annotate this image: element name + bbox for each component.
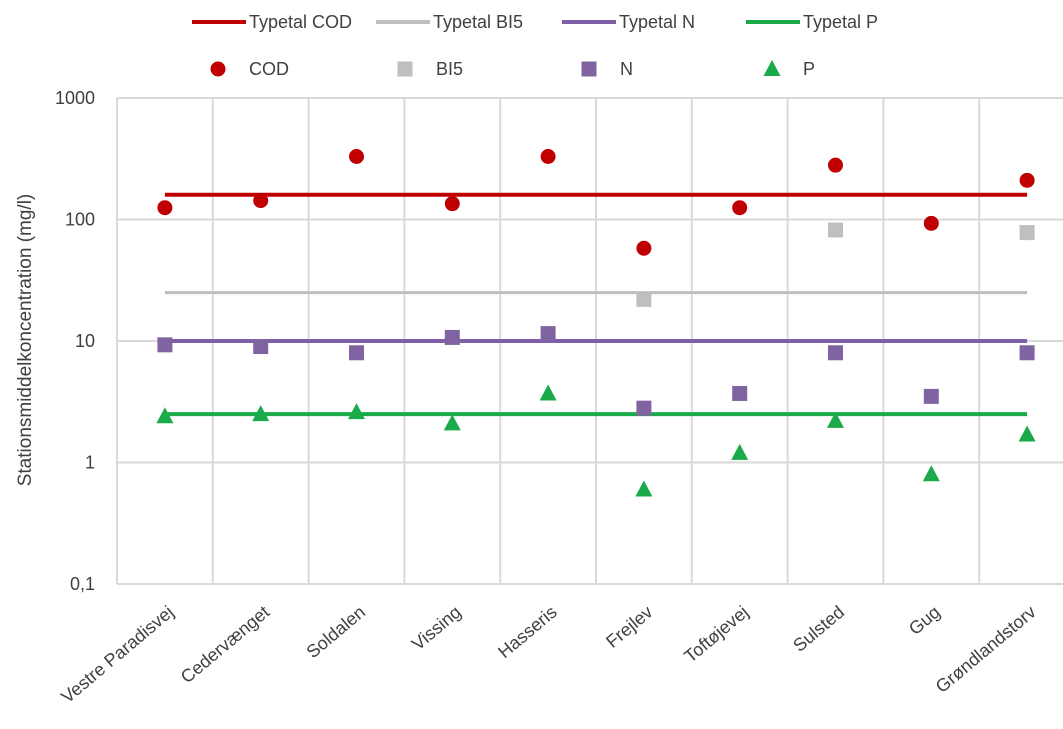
legend: Typetal COD Typetal BI5 Typetal N Typetal P… [192,12,878,79]
data-point-n [540,326,556,342]
data-point-bi5 [636,291,652,307]
legend-label: BI5 [436,59,463,79]
data-point-p [1018,425,1036,442]
data-point-p [252,405,270,422]
legend-label: Typetal P [803,12,878,32]
data-point-n [157,337,173,353]
legend-marker-swatch [581,61,597,77]
reference-lines [164,192,1028,417]
data-point-n [923,388,939,404]
x-tick-label: Gug [905,602,944,639]
data-point-n [828,345,843,361]
data-point-cod [253,193,269,209]
data-point-n [253,339,269,355]
y-axis-title: Stationsmiddelkoncentration (mg/l) [15,194,36,487]
x-tick-label: Soldalen [303,602,370,662]
data-point-cod [444,196,460,212]
data-point-cod [828,157,843,173]
data-point-cod [349,149,364,165]
legend-marker-swatch [763,60,781,76]
data-point-cod [540,149,556,165]
data-point-cod [636,240,652,256]
data-point-p [922,465,940,482]
legend-label: Typetal N [619,12,695,32]
x-tick-label: Toftøjevej [680,602,752,667]
x-tick-label: Sulsted [789,602,848,656]
y-tick-label: 1000 [55,88,95,108]
legend-label: COD [249,59,289,79]
x-tick-label: Vissing [408,602,465,654]
legend-label: N [620,59,633,79]
x-tick-label: Grøndlandstorv [932,602,1040,697]
data-point-p [156,407,174,424]
data-point-p [539,384,557,401]
data-point-n [636,400,652,416]
data-point-n [444,329,460,345]
x-tick-label: Frejlev [602,602,656,652]
data-point-p [635,480,653,497]
x-tick-label: Hasseris [494,602,560,662]
data-point-cod [157,200,173,216]
data-point-cod [923,215,939,231]
y-tick-label: 1 [85,453,95,473]
data-point-p [443,414,461,431]
data-points [156,149,1036,497]
data-point-p [348,403,365,420]
x-tick-label: Vestre Paradisvej [57,602,177,707]
legend-label: P [803,59,815,79]
y-tick-label: 100 [65,210,95,230]
data-point-cod [1019,172,1035,188]
legend-label: Typetal BI5 [433,12,523,32]
data-point-p [827,411,844,428]
y-tick-label: 10 [75,331,95,351]
legend-marker-swatch [210,61,226,77]
y-tick-label: 0,1 [70,574,95,594]
data-point-bi5 [828,222,843,238]
data-point-p [731,443,749,460]
data-point-n [349,345,364,361]
data-point-n [732,385,748,401]
data-point-n [1019,345,1035,361]
legend-label: Typetal COD [249,12,352,32]
data-point-cod [732,200,748,216]
data-point-bi5 [1019,225,1035,241]
x-tick-label: Cedervænget [177,602,273,687]
legend-marker-swatch [397,61,413,77]
